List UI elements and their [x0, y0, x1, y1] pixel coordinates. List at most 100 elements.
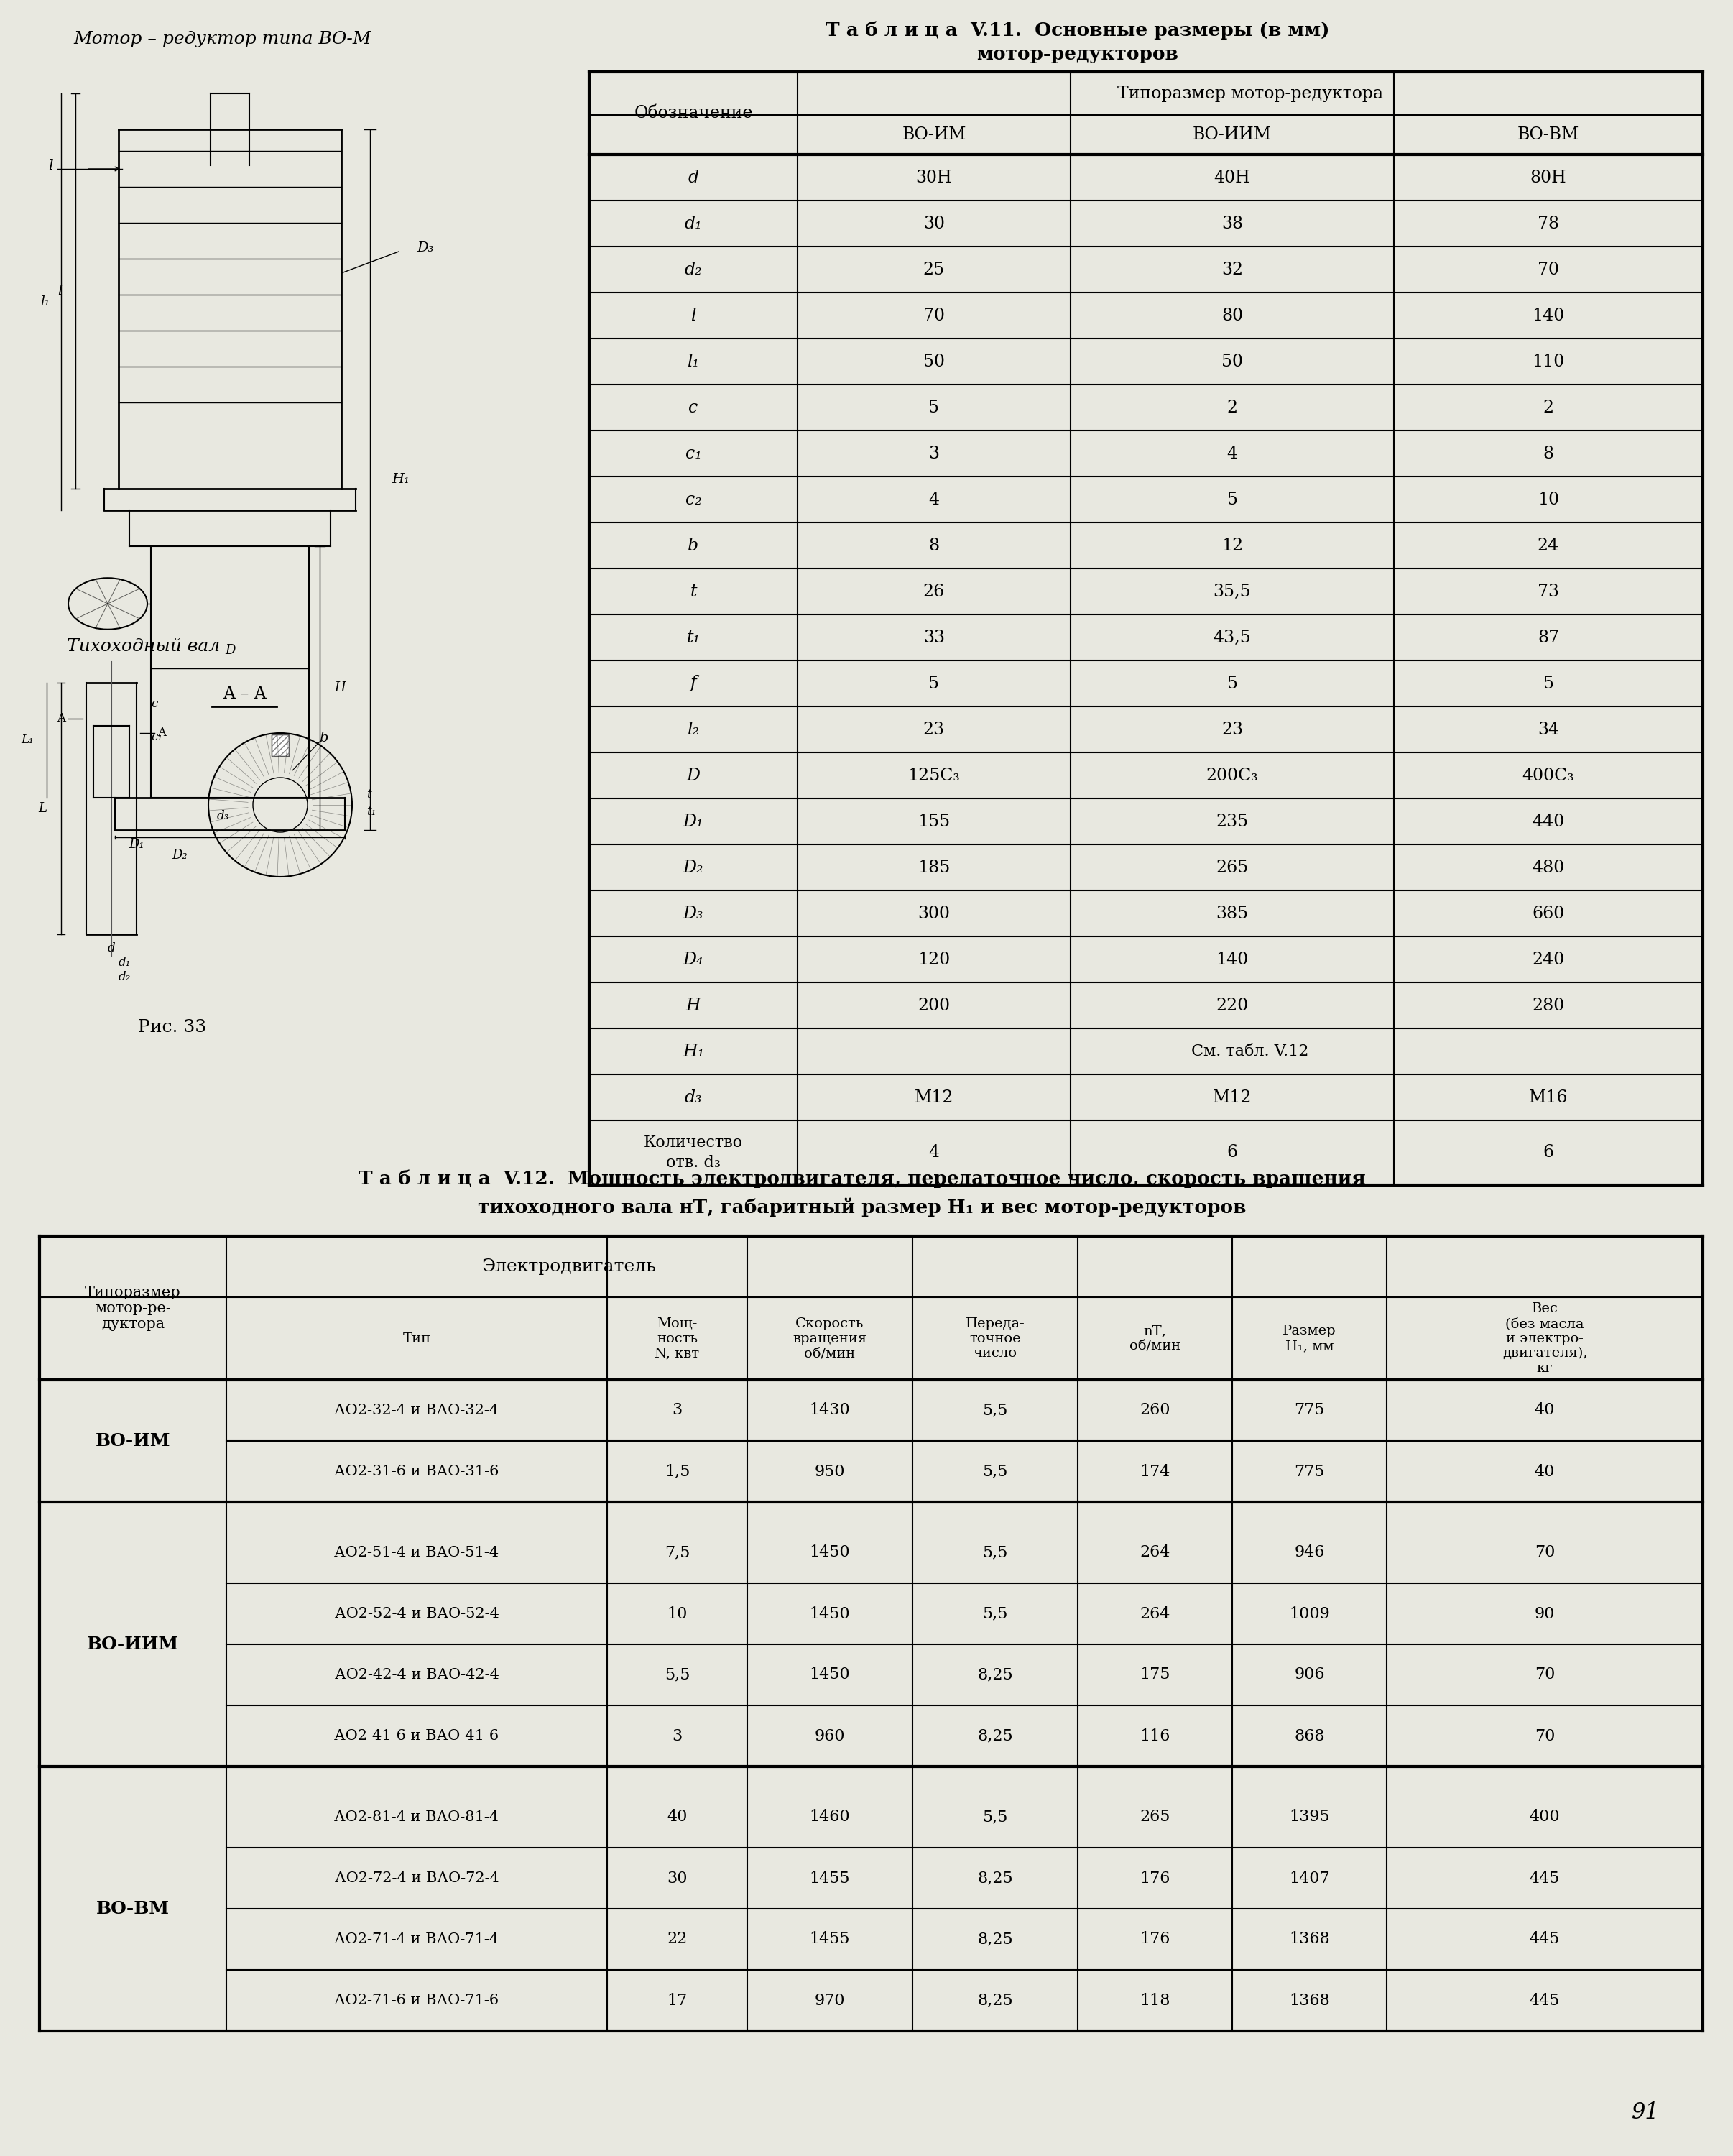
Text: 22: 22 [667, 1932, 688, 1947]
Text: 4: 4 [929, 1145, 939, 1160]
Text: 1009: 1009 [1289, 1606, 1329, 1621]
Text: Электродвигатель: Электродвигатель [482, 1259, 657, 1274]
Text: 50: 50 [924, 354, 944, 371]
Text: ВО-ИМ: ВО-ИМ [901, 127, 967, 142]
Text: 30: 30 [924, 216, 944, 233]
Text: 5,5: 5,5 [664, 1667, 690, 1682]
Text: 3: 3 [672, 1404, 683, 1419]
Text: 240: 240 [1532, 951, 1565, 968]
Text: 946: 946 [1295, 1544, 1324, 1561]
Text: АО2-81-4 и ВАО-81-4: АО2-81-4 и ВАО-81-4 [334, 1811, 499, 1824]
Text: M12: M12 [915, 1089, 953, 1106]
Text: 90: 90 [1534, 1606, 1555, 1621]
Bar [272, 735, 289, 757]
Text: D₄: D₄ [683, 951, 704, 968]
Text: 445: 445 [1530, 1932, 1560, 1947]
Text: 775: 775 [1295, 1404, 1324, 1419]
Text: D₂: D₂ [172, 849, 187, 862]
Text: 155: 155 [918, 813, 950, 830]
Text: 10: 10 [1537, 492, 1560, 509]
Text: Т а б л и ц а  V.11.  Основные размеры (в мм): Т а б л и ц а V.11. Основные размеры (в … [825, 22, 1329, 39]
Text: АО2-71-6 и ВАО-71-6: АО2-71-6 и ВАО-71-6 [334, 1994, 499, 2007]
Text: Количество: Количество [643, 1134, 743, 1151]
Text: 34: 34 [1537, 720, 1560, 737]
Text: 1430: 1430 [809, 1404, 851, 1419]
Text: 868: 868 [1295, 1729, 1324, 1744]
Text: A – A: A – A [222, 686, 267, 703]
Text: АО2-52-4 и ВАО-52-4: АО2-52-4 и ВАО-52-4 [334, 1606, 499, 1621]
Text: 265: 265 [1217, 858, 1248, 875]
Text: Т а б л и ц а  V.12.  Мощность электродвигателя, передаточное число, скорость вр: Т а б л и ц а V.12. Мощность электродвиг… [359, 1169, 1366, 1188]
Text: 24: 24 [1537, 537, 1560, 554]
Text: 8,25: 8,25 [977, 1729, 1012, 1744]
Text: Тип: Тип [402, 1332, 432, 1345]
Text: 3: 3 [672, 1729, 683, 1744]
Text: 300: 300 [918, 906, 950, 923]
Text: 2: 2 [1542, 399, 1555, 416]
Text: 12: 12 [1222, 537, 1243, 554]
Text: 1460: 1460 [809, 1809, 851, 1824]
Text: b: b [319, 731, 328, 744]
Text: отв. d₃: отв. d₃ [665, 1156, 721, 1171]
Text: 200C₃: 200C₃ [1206, 768, 1258, 785]
Text: L₁: L₁ [21, 733, 33, 746]
Text: 400C₃: 400C₃ [1522, 768, 1575, 785]
Text: 2: 2 [1227, 399, 1237, 416]
Text: 40H: 40H [1215, 170, 1251, 185]
Text: 1407: 1407 [1289, 1869, 1329, 1886]
Text: d₃: d₃ [217, 811, 229, 821]
Text: M12: M12 [1213, 1089, 1251, 1106]
Text: L: L [38, 802, 47, 815]
Text: 78: 78 [1537, 216, 1560, 233]
Text: c: c [688, 399, 698, 416]
Text: Размер
H₁, мм: Размер H₁, мм [1282, 1324, 1336, 1352]
Text: A: A [158, 727, 166, 740]
Text: 5,5: 5,5 [983, 1464, 1009, 1479]
Text: 1,5: 1,5 [664, 1464, 690, 1479]
Text: 265: 265 [1140, 1809, 1170, 1824]
Text: 264: 264 [1140, 1544, 1170, 1561]
Text: АО2-32-4 и ВАО-32-4: АО2-32-4 и ВАО-32-4 [334, 1404, 499, 1416]
Text: Скорость
вращения
об/мин: Скорость вращения об/мин [792, 1317, 866, 1360]
Text: 140: 140 [1217, 951, 1248, 968]
Text: 906: 906 [1295, 1667, 1324, 1682]
Text: мотор-редукторов: мотор-редукторов [977, 45, 1178, 63]
Text: 185: 185 [918, 858, 950, 875]
Text: 5: 5 [1227, 492, 1237, 509]
Text: 8,25: 8,25 [977, 1992, 1012, 2009]
Text: d: d [688, 170, 698, 185]
Text: D₃: D₃ [683, 906, 704, 923]
Text: 970: 970 [815, 1992, 846, 2009]
Text: 6: 6 [1227, 1145, 1237, 1160]
Text: 91: 91 [1631, 2102, 1658, 2124]
Text: 175: 175 [1140, 1667, 1170, 1682]
Text: l: l [57, 285, 62, 298]
Text: Переда-
точное
число: Переда- точное число [965, 1317, 1024, 1360]
Text: 30H: 30H [917, 170, 951, 185]
Text: 7,5: 7,5 [664, 1544, 690, 1561]
Text: 5,5: 5,5 [983, 1606, 1009, 1621]
Text: c₁: c₁ [151, 731, 163, 742]
Text: H₁: H₁ [392, 472, 409, 485]
Text: D₁: D₁ [128, 839, 144, 852]
Text: 35,5: 35,5 [1213, 584, 1251, 599]
Text: d₂: d₂ [118, 970, 132, 983]
Text: ВО-ИМ: ВО-ИМ [95, 1432, 170, 1449]
Text: l₁: l₁ [688, 354, 700, 371]
Text: ВО-ВМ: ВО-ВМ [1518, 127, 1579, 142]
Text: H₁: H₁ [683, 1044, 704, 1061]
Text: ВО-ИИМ: ВО-ИИМ [1192, 127, 1272, 142]
Text: 70: 70 [1534, 1667, 1555, 1682]
Text: 1450: 1450 [809, 1667, 851, 1682]
Text: Мощ-
ность
N, квт: Мощ- ность N, квт [655, 1317, 700, 1360]
Text: 260: 260 [1140, 1404, 1170, 1419]
Text: d₂: d₂ [685, 261, 702, 278]
Text: Типоразмер
мотор-ре-
дуктора: Типоразмер мотор-ре- дуктора [85, 1285, 180, 1330]
Text: 10: 10 [667, 1606, 688, 1621]
Text: b: b [688, 537, 698, 554]
Text: 8,25: 8,25 [977, 1667, 1012, 1682]
Text: Обозначение: Обозначение [634, 106, 752, 121]
Text: 26: 26 [924, 584, 944, 599]
Text: t₁: t₁ [686, 630, 700, 647]
Text: 5,5: 5,5 [983, 1544, 1009, 1561]
